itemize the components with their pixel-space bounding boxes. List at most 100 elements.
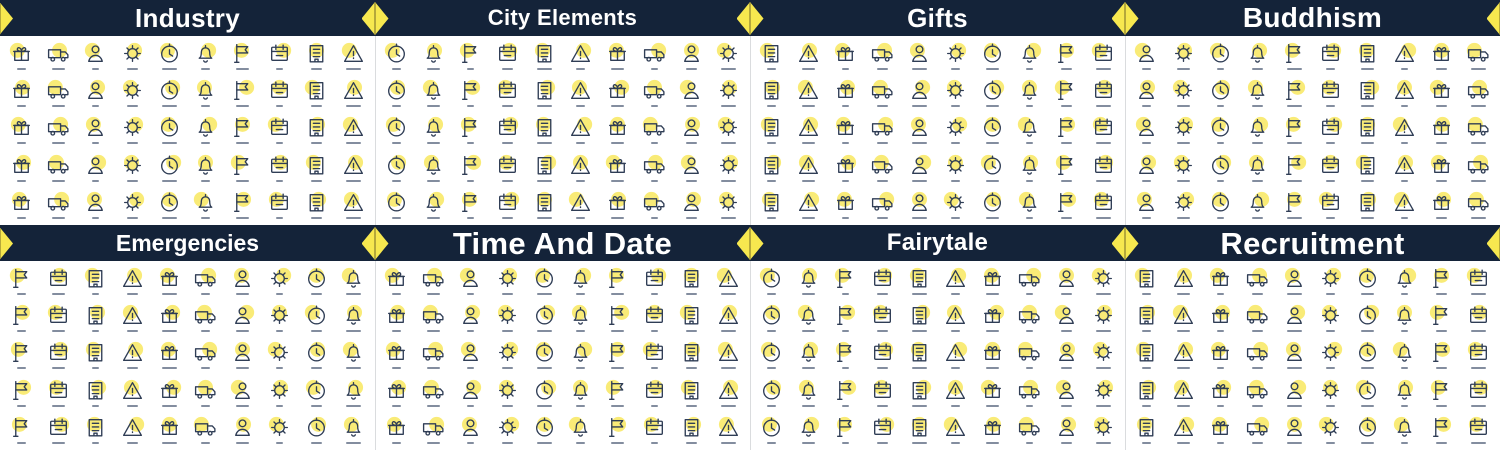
icon-cell (77, 337, 114, 374)
icon-micro-label (1026, 179, 1034, 182)
warning-icon (122, 267, 142, 287)
icon-micro-label (1216, 330, 1224, 333)
icon-micro-label (1401, 404, 1409, 407)
calendar-icon (49, 267, 67, 286)
bell-icon (569, 416, 588, 437)
truck-icon (47, 154, 69, 174)
icon-cell (753, 300, 790, 337)
icon-micro-label (311, 142, 323, 145)
clock-icon (159, 42, 178, 63)
icon-cell (563, 112, 600, 149)
icon-cell (1085, 187, 1122, 224)
warning-icon (946, 342, 968, 362)
flag-icon (460, 117, 477, 138)
icon-micro-label (801, 68, 815, 70)
icon-micro-label (1061, 179, 1073, 182)
icon-micro-label (1286, 367, 1302, 370)
icon-micro-label (1061, 105, 1073, 108)
flag-icon (234, 80, 255, 101)
gift-icon (609, 80, 630, 99)
icon-cell (790, 38, 827, 75)
warning-icon (341, 42, 364, 62)
gear-icon (1322, 342, 1343, 362)
icon-cell (710, 112, 747, 149)
building-icon (912, 305, 930, 325)
icon-micro-label (576, 68, 586, 70)
gift-icon (12, 80, 30, 99)
clock-icon (386, 191, 405, 212)
icon-micro-label (841, 330, 849, 333)
icon-cell (938, 38, 975, 75)
icon-cell (415, 112, 452, 149)
calendar-icon (873, 267, 892, 286)
icon-cell (1011, 150, 1048, 187)
person-icon (681, 154, 700, 174)
icon-micro-label (1326, 216, 1336, 219)
icon-cell (224, 412, 261, 449)
bell-icon (573, 379, 589, 400)
icon-micro-label (651, 216, 659, 219)
building-icon (910, 342, 926, 362)
warning-icon (1395, 42, 1417, 62)
person-icon (1285, 342, 1302, 362)
icon-micro-label (1061, 404, 1073, 407)
icon-micro-label (986, 68, 1000, 70)
icon-micro-label (126, 216, 138, 219)
icon-micro-label (576, 404, 586, 407)
icon-micro-label (1326, 441, 1336, 444)
truck-icon (1018, 342, 1040, 362)
icon-cell (378, 375, 415, 412)
person-icon (1056, 379, 1075, 399)
bell-icon (801, 342, 818, 363)
warning-icon (1173, 379, 1193, 399)
icon-cell (261, 300, 298, 337)
icon-micro-label (501, 404, 513, 407)
icon-micro-label (91, 179, 99, 182)
building-icon (1360, 191, 1377, 212)
icon-micro-label (1401, 330, 1409, 333)
icon-micro-label (686, 367, 698, 370)
person-icon (87, 154, 106, 174)
clock-icon (534, 267, 553, 288)
bell-icon (1393, 342, 1412, 363)
icon-micro-label (236, 367, 250, 370)
calendar-icon (873, 379, 891, 398)
icon-cell (452, 412, 489, 449)
icon-micro-label (1436, 142, 1448, 145)
building-icon (309, 117, 326, 137)
warning-icon (571, 154, 591, 174)
icon-micro-label (911, 404, 927, 407)
icon-micro-label (1471, 367, 1487, 370)
icon-cell (40, 150, 77, 187)
icon-cell (77, 412, 114, 449)
building-icon (88, 379, 106, 400)
icon-cell (378, 412, 415, 449)
icon-cell (335, 187, 372, 224)
icon-cell (224, 187, 261, 224)
icon-micro-label (576, 216, 586, 219)
icon-cell (378, 38, 415, 75)
icon-micro-label (651, 404, 659, 407)
icon-cell (261, 337, 298, 374)
warning-icon (122, 342, 143, 362)
icon-micro-label (611, 367, 625, 370)
icon-cell (1239, 150, 1276, 187)
gear-icon (1174, 191, 1194, 211)
icon-micro-label (391, 367, 401, 370)
icon-cell (901, 412, 938, 449)
icon-cell (1011, 375, 1048, 412)
icon-cell (452, 263, 489, 300)
icon-cell (1165, 412, 1202, 449)
icon-micro-label (1286, 179, 1302, 182)
icon-micro-label (951, 216, 961, 219)
icon-cell (151, 263, 188, 300)
icon-cell (753, 375, 790, 412)
icon-cell (563, 187, 600, 224)
truck-icon (644, 154, 665, 174)
icon-micro-label (91, 367, 99, 370)
icon-micro-label (1096, 404, 1112, 407)
icon-micro-label (126, 441, 138, 444)
building-icon (84, 267, 103, 288)
icon-cell (1276, 412, 1313, 449)
icon-cell (224, 375, 261, 412)
